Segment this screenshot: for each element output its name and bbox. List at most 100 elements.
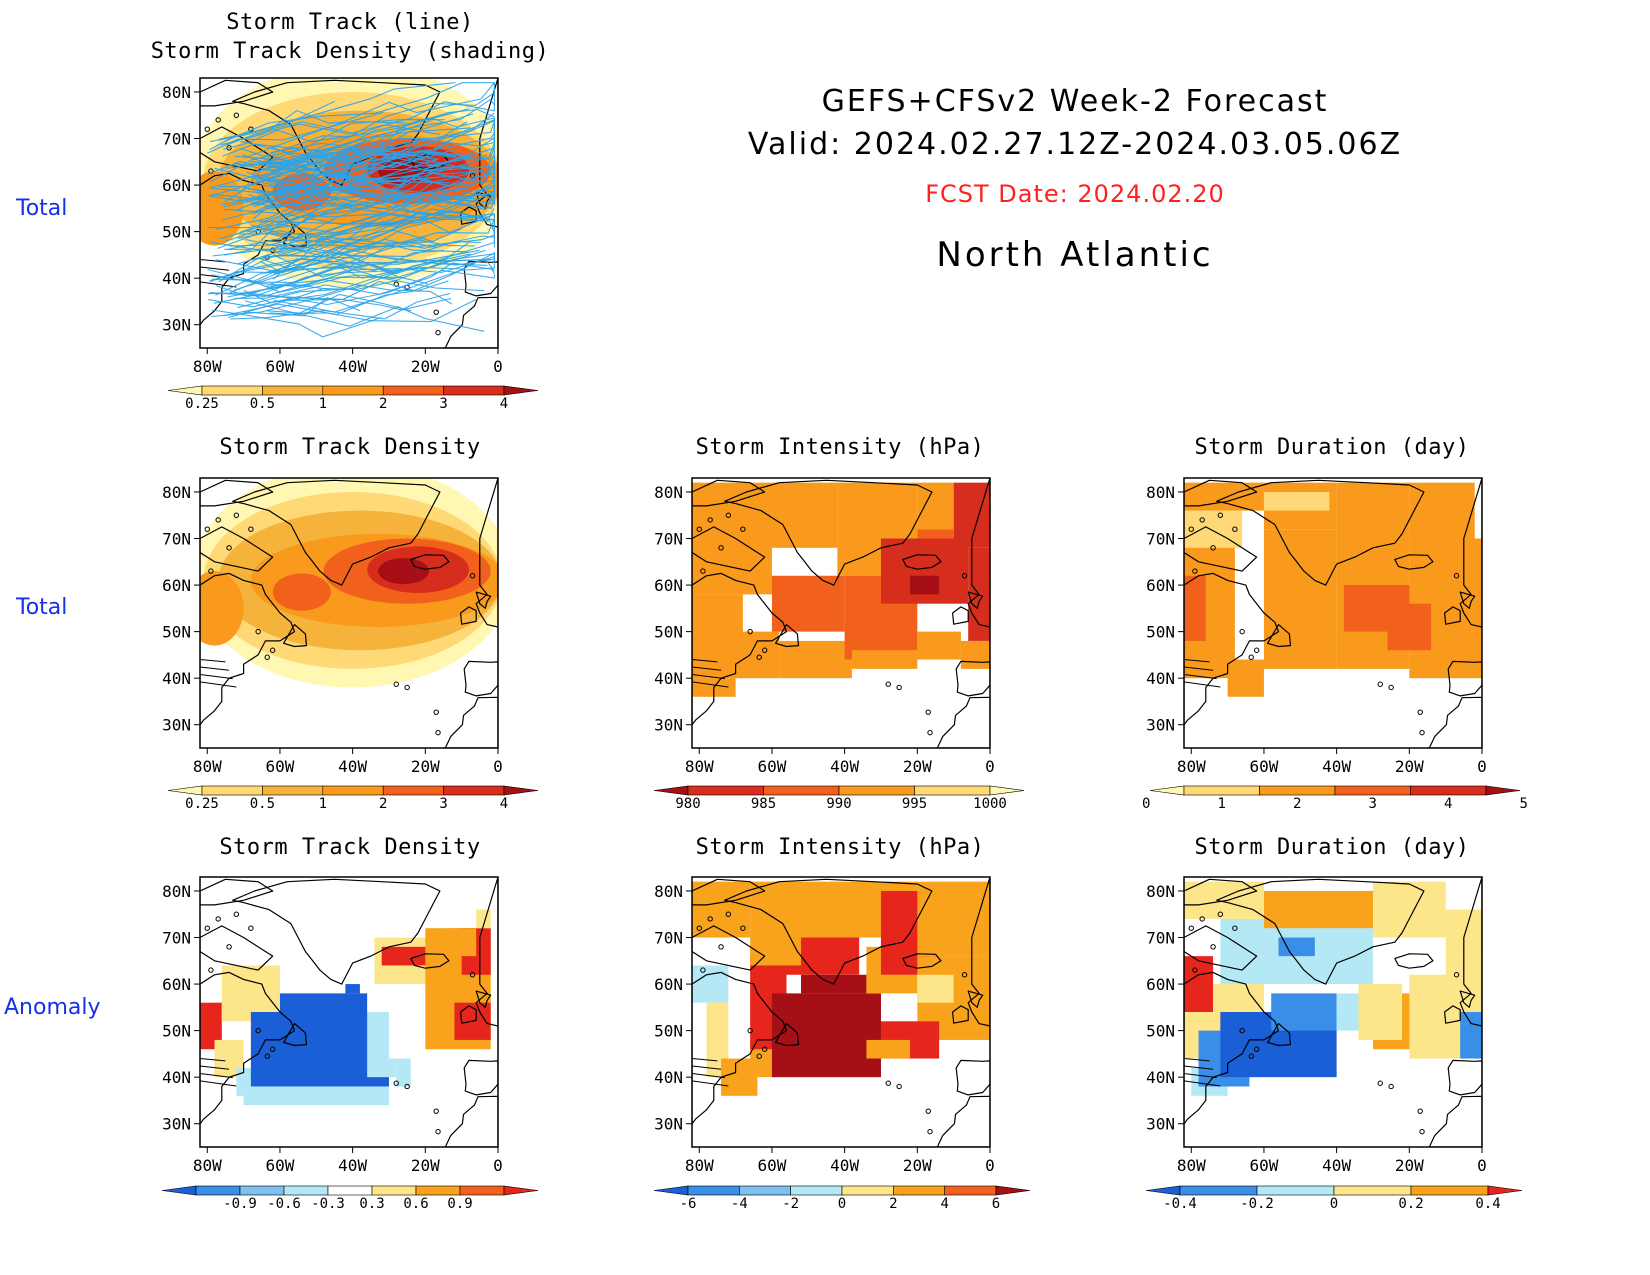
panel-5-island-11 <box>393 1080 399 1086</box>
panel-3-island-7 <box>756 654 762 660</box>
colorbar-7-label-4: 0.4 <box>1475 1196 1500 1212</box>
panel-1-coast-ellesmere <box>200 79 274 107</box>
p5-title: Storm Track Density <box>219 835 481 860</box>
panel-5-ytick-label-1: 70N <box>162 929 191 948</box>
panel-1-track-134 <box>269 296 361 316</box>
panel-1-track-109 <box>215 249 445 296</box>
panel-5: 80N 70N 60N 50N 40N 30N 80W 60W 40W 20W 0 <box>162 876 503 1175</box>
panel-6: 80N 70N 60N 50N 40N 30N 80W 60W 40W 20W 0 <box>654 876 995 1175</box>
panel-6-island-0 <box>707 916 713 922</box>
panel-2-island-13 <box>433 709 439 715</box>
panel-1-island-13 <box>433 309 439 315</box>
panel-1-ytick-label-1: 70N <box>162 130 191 149</box>
panel-1-track-32 <box>212 309 382 338</box>
panel-4-coast-iceland <box>1394 554 1434 570</box>
panel-2-coast-africa <box>444 696 498 748</box>
header-region: North Atlantic <box>936 235 1214 275</box>
panel-7-xtick-label-2: 40W <box>1322 1156 1351 1175</box>
colorbar-4-right-end <box>1485 785 1521 796</box>
colorbar-7-label-0: -0.4 <box>1163 1196 1197 1212</box>
colorbar-7-label-1: -0.2 <box>1240 1196 1274 1212</box>
panel-4-island-0 <box>1199 517 1205 523</box>
panel-2-island-6 <box>269 647 276 653</box>
colorbar-6-box-5 <box>893 1185 945 1196</box>
panel-2-coast-greenland <box>232 479 441 586</box>
panel-6-coast-iceland <box>902 953 942 969</box>
panel-1-track-90 <box>255 158 439 212</box>
panel-5-island-13 <box>433 1108 439 1114</box>
panel-6-ytick-label-1: 70N <box>654 929 683 948</box>
panel-1-track-0 <box>207 111 384 154</box>
panel-3-cell-2 <box>771 482 838 548</box>
colorbar-4: 0 1 2 3 4 5 <box>1142 785 1528 812</box>
panel-7: 80N 70N 60N 50N 40N 30N 80W 60W 40W 20W 0 <box>1146 876 1487 1175</box>
panel-4-island-3 <box>1188 526 1194 532</box>
panel-7-coast-iberia <box>1447 1059 1482 1096</box>
panel-2-border-1 <box>200 666 230 671</box>
panel-5-ytick-label-4: 40N <box>162 1068 191 1087</box>
panel-4-coast-scotland <box>1459 591 1476 609</box>
panel-1-xtick-label-4: 0 <box>493 357 503 376</box>
panel-2-border-3 <box>200 681 237 688</box>
panel-3-border-2 <box>692 673 725 680</box>
panel-1-field <box>200 78 498 348</box>
colorbar-1-right-end <box>503 385 539 396</box>
panel-2-xtick-label-1: 60W <box>265 757 294 776</box>
panel-1-track-140 <box>259 140 409 177</box>
panel-1-track-105 <box>220 109 406 146</box>
panel-3-island-1 <box>725 512 732 518</box>
panel-2-ytick-label-1: 70N <box>162 530 191 549</box>
panel-1-track-115 <box>207 113 474 175</box>
panel-3-coast-iceland <box>902 554 942 570</box>
panel-6-island-6 <box>761 1046 768 1052</box>
p2-title: Storm Track Density <box>219 435 481 460</box>
panel-6-coast-greenland <box>724 878 933 985</box>
panel-5-island-5 <box>208 967 214 973</box>
panel-6-island-7 <box>756 1053 762 1059</box>
panel-6-xtick-label-2: 40W <box>830 1156 859 1175</box>
panel-7-border-0 <box>1184 1058 1210 1062</box>
panel-6-coast-europe <box>967 877 990 1027</box>
panel-3-ytick-label-2: 60N <box>654 576 683 595</box>
panel-4-ytick-label-0: 80N <box>1146 483 1175 502</box>
panel-7-coast-europe <box>1459 877 1482 1027</box>
colorbar-5-box-1 <box>195 1185 241 1196</box>
panel-4-coast-baffin <box>1184 526 1258 572</box>
panel-1-track-28 <box>266 172 495 247</box>
colorbar-2-label-3: 2 <box>379 796 387 812</box>
panel-4-xtick-label-1: 60W <box>1249 757 1278 776</box>
panel-4-ytick-label-5: 30N <box>1146 716 1175 735</box>
panel-2-coast-baffin <box>200 526 274 572</box>
colorbar-5-label-4: 0.6 <box>403 1196 428 1212</box>
panel-5-island-9 <box>469 972 476 978</box>
panel-5-island-0 <box>215 916 221 922</box>
colorbar-7-left-end <box>1145 1185 1181 1196</box>
panel-7-cell-15 <box>1372 881 1446 938</box>
colorbar-4-label-1: 1 <box>1218 796 1226 812</box>
panel-1-track-124 <box>234 151 369 174</box>
colorbar-7-box-4 <box>1410 1185 1489 1196</box>
panel-3-island-12 <box>927 729 933 736</box>
panel-6-island-3 <box>696 925 702 931</box>
colorbar-7-box-1 <box>1179 1185 1258 1196</box>
colorbar-3-box-1 <box>687 785 764 796</box>
panel-6-xtick-label-0: 80W <box>685 1156 714 1175</box>
panel-5-xtick-label-3: 20W <box>411 1156 440 1175</box>
colorbar-5-box-7 <box>459 1185 505 1196</box>
panel-7-coast-namerica <box>1184 971 1280 1125</box>
colorbar-1-label-4: 3 <box>439 396 447 412</box>
panel-6-island-5 <box>700 967 706 973</box>
panel-7-coast-ellesmere <box>1184 878 1258 906</box>
panel-6-border-3 <box>692 1080 729 1087</box>
colorbar-6-label-0: -6 <box>680 1196 697 1212</box>
panel-6-coast-ellesmere <box>692 878 766 906</box>
colorbar-3-box-2 <box>763 785 840 796</box>
panel-6-coast-namerica <box>692 971 788 1125</box>
panel-1-track-129 <box>218 82 456 140</box>
panel-5-island-2 <box>248 925 254 931</box>
panel-6-ytick-label-2: 60N <box>654 975 683 994</box>
p3-title: Storm Intensity (hPa) <box>695 435 985 460</box>
panel-2-island-4 <box>226 545 232 551</box>
panel-1-track-130 <box>217 193 495 249</box>
panel-2-d-2b <box>200 571 244 646</box>
